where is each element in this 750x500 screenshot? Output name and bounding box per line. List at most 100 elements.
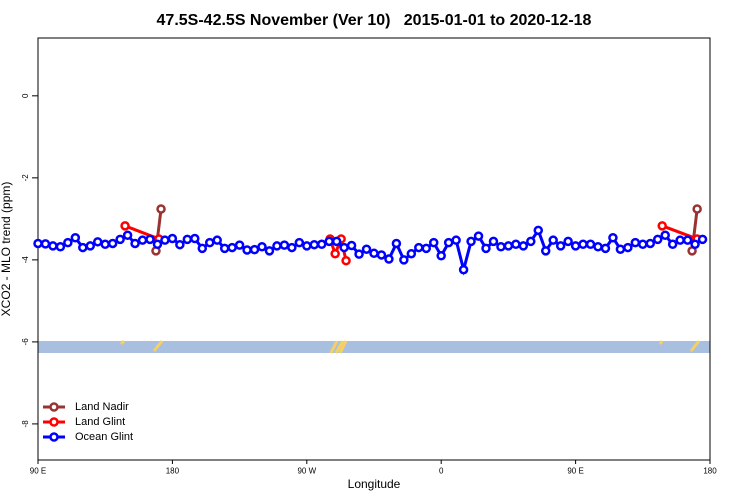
point — [92, 237, 103, 247]
point — [473, 231, 484, 241]
point — [563, 236, 573, 247]
point — [130, 238, 140, 249]
point — [331, 236, 342, 247]
point — [369, 248, 379, 259]
point — [376, 250, 387, 260]
legend-label: Land Nadir — [75, 401, 129, 413]
point — [690, 239, 700, 250]
legend-item: Ocean Glint — [43, 431, 133, 443]
y-tick-label: -8 — [21, 420, 30, 428]
point — [578, 239, 588, 250]
point — [160, 235, 170, 245]
legend-marker — [49, 402, 59, 412]
point — [496, 241, 506, 252]
point — [175, 239, 185, 250]
point — [316, 239, 327, 250]
point — [361, 244, 372, 254]
point — [675, 235, 685, 245]
legend-marker — [49, 432, 59, 442]
x-tick-label: 0 — [439, 467, 444, 476]
x-tick-label: 90 W — [297, 467, 316, 476]
point — [167, 233, 178, 244]
chart-title: 47.5S-42.5S November (Ver 10) 2015-01-01… — [157, 12, 592, 29]
point — [414, 242, 424, 253]
point — [100, 239, 110, 250]
point — [309, 239, 320, 250]
point — [421, 243, 432, 254]
point — [257, 241, 267, 252]
legend-label: Land Glint — [75, 416, 125, 428]
point — [540, 246, 551, 256]
point — [518, 241, 529, 251]
legend-marker — [49, 417, 59, 427]
point — [242, 245, 252, 255]
point — [249, 244, 260, 255]
ocean-band — [38, 341, 710, 353]
point — [294, 237, 305, 248]
point — [697, 234, 708, 245]
point — [120, 221, 130, 231]
point — [302, 241, 312, 251]
point — [692, 204, 702, 214]
point — [339, 242, 349, 253]
point — [219, 243, 230, 254]
point — [33, 238, 43, 249]
point — [660, 230, 670, 241]
point — [630, 237, 641, 248]
land-marks — [119, 339, 701, 354]
point — [652, 234, 663, 245]
point — [341, 255, 351, 266]
point — [204, 237, 215, 248]
legend-item: Land Nadir — [43, 401, 129, 413]
point — [503, 241, 514, 251]
point — [272, 241, 282, 251]
point — [190, 233, 200, 244]
point — [623, 242, 633, 253]
point — [137, 235, 148, 245]
point — [682, 235, 693, 245]
point — [197, 243, 208, 254]
point — [570, 241, 581, 251]
point — [156, 204, 166, 214]
point — [324, 236, 334, 247]
point — [279, 240, 290, 250]
point — [287, 242, 297, 253]
point — [330, 248, 340, 259]
point — [122, 230, 133, 241]
point — [227, 242, 237, 253]
point — [145, 234, 155, 245]
legend-label: Ocean Glint — [75, 431, 133, 443]
x-tick-label: 90 E — [567, 467, 583, 476]
point — [107, 238, 118, 249]
point — [182, 234, 193, 245]
point — [600, 243, 611, 254]
y-tick-label: -6 — [21, 338, 30, 346]
point — [78, 242, 88, 253]
x-axis-label: Longitude — [348, 477, 401, 491]
point — [70, 232, 81, 243]
point — [638, 239, 648, 250]
point — [115, 234, 125, 245]
plot-frame — [37, 37, 711, 461]
point — [608, 232, 618, 243]
point — [436, 251, 446, 261]
point — [399, 255, 409, 265]
point — [406, 248, 417, 259]
point — [264, 246, 275, 256]
point — [593, 241, 603, 252]
point — [354, 249, 364, 259]
point — [212, 235, 222, 245]
point — [384, 254, 394, 264]
point — [548, 235, 558, 245]
point — [48, 241, 58, 251]
point — [488, 236, 499, 247]
point — [555, 241, 566, 251]
y-tick-label: -4 — [21, 256, 30, 264]
point — [55, 241, 66, 252]
x-tick-label: 180 — [166, 467, 180, 476]
point — [511, 239, 521, 250]
y-tick-label: 0 — [21, 93, 30, 98]
point — [458, 264, 469, 275]
point — [234, 240, 245, 250]
